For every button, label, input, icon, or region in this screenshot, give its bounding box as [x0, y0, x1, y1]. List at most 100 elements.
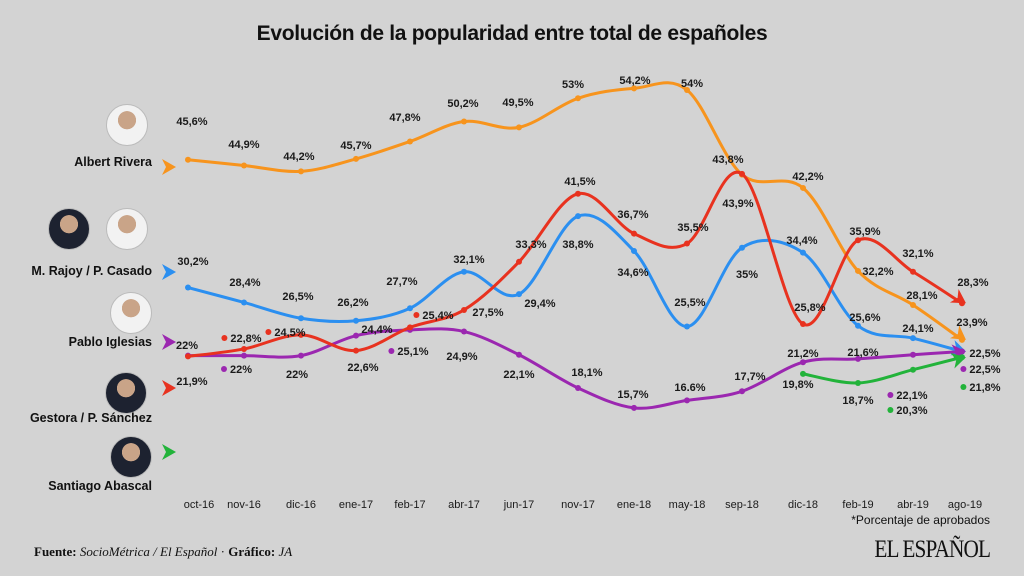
- data-point-pablo-iglesias: [575, 384, 581, 391]
- data-point-albert-rivera: [353, 155, 359, 162]
- legend-rajoy-casado: M. Rajoy / P. Casado: [31, 264, 152, 278]
- label-marker-gestora-p-s-nchez: [265, 329, 272, 335]
- el-espanol-logo: EL ESPAÑOL: [874, 536, 991, 563]
- graphic-label: Gráfico:: [228, 544, 276, 559]
- source-text: SocioMétrica / El Español: [79, 544, 218, 559]
- data-label-pablo-iglesias: 24,4%: [361, 324, 392, 336]
- avatar-santiago-abascal: [110, 436, 152, 478]
- data-point-santiago-abascal: [855, 379, 861, 386]
- legend-arrow-santiago-abascal: [162, 444, 176, 460]
- data-point-m-rajoy-p-casado: [516, 291, 522, 298]
- data-label-gestora-p-s-nchez: 36,7%: [617, 209, 648, 221]
- data-point-albert-rivera: [407, 138, 413, 145]
- data-point-pablo-iglesias: [241, 352, 247, 359]
- data-label-gestora-p-s-nchez: 22,6%: [347, 362, 378, 374]
- x-tick-label: ene-17: [339, 499, 373, 511]
- data-label-pablo-iglesias: 22,1%: [503, 369, 534, 381]
- data-point-pablo-iglesias: [353, 332, 359, 339]
- data-point-albert-rivera: [631, 85, 637, 92]
- series-line-albert-rivera: [186, 81, 964, 342]
- data-point-gestora-p-s-nchez: [298, 331, 304, 338]
- data-point-albert-rivera: [684, 87, 690, 93]
- data-point-albert-rivera: [910, 301, 916, 308]
- avatar-pablo-iglesias: [110, 292, 152, 334]
- data-label-albert-rivera: 23,9%: [956, 317, 987, 329]
- data-label-m-rajoy-p-casado: 34,6%: [617, 267, 648, 279]
- data-label-santiago-abascal: 21,8%: [969, 382, 1000, 394]
- data-point-gestora-p-s-nchez: [739, 170, 745, 177]
- data-label-pablo-iglesias: 22%: [230, 364, 252, 376]
- data-label-albert-rivera: 45,7%: [340, 140, 371, 152]
- x-tick-label: jun-17: [503, 499, 535, 511]
- x-tick-label: ago-19: [948, 499, 982, 511]
- x-tick-label: sep-18: [725, 499, 759, 511]
- data-point-pablo-iglesias: [910, 351, 916, 358]
- data-point-gestora-p-s-nchez: [241, 345, 247, 352]
- data-label-gestora-p-s-nchez: 22,8%: [230, 333, 261, 345]
- data-label-albert-rivera: 47,8%: [389, 112, 420, 124]
- data-label-pablo-iglesias: 25,1%: [397, 346, 428, 358]
- x-tick-label: nov-16: [227, 499, 261, 511]
- legend-pedro-sanchez: Gestora / P. Sánchez: [29, 411, 152, 425]
- data-label-m-rajoy-p-casado: 26,2%: [337, 297, 368, 309]
- data-label-albert-rivera: 54%: [681, 78, 703, 90]
- avatar-rajoy: [48, 208, 90, 250]
- data-point-pablo-iglesias: [461, 328, 467, 335]
- x-tick-label: dic-16: [286, 499, 316, 511]
- data-point-santiago-abascal: [800, 370, 806, 377]
- label-marker-pablo-iglesias: [388, 348, 395, 354]
- data-label-pablo-iglesias: 22,5%: [969, 364, 1000, 376]
- data-point-pablo-iglesias: [800, 359, 806, 366]
- data-label-gestora-p-s-nchez: 41,5%: [564, 176, 595, 188]
- data-point-m-rajoy-p-casado: [461, 268, 467, 275]
- data-label-albert-rivera: 32,2%: [862, 266, 893, 278]
- data-label-gestora-p-s-nchez: 33,3%: [515, 239, 546, 251]
- data-label-albert-rivera: 49,5%: [502, 97, 533, 109]
- data-label-albert-rivera: 54,2%: [619, 75, 650, 87]
- data-point-m-rajoy-p-casado: [241, 299, 247, 306]
- data-label-pablo-iglesias: 21,6%: [847, 347, 878, 359]
- data-point-albert-rivera: [298, 168, 304, 175]
- data-label-m-rajoy-p-casado: 38,8%: [562, 239, 593, 251]
- data-point-gestora-p-s-nchez: [461, 306, 467, 313]
- data-label-pablo-iglesias: 17,7%: [734, 371, 765, 383]
- x-tick-label: feb-19: [842, 499, 873, 511]
- data-label-pablo-iglesias: 22,1%: [896, 390, 927, 402]
- separator: ·: [220, 544, 226, 559]
- data-label-albert-rivera: 53%: [562, 79, 584, 91]
- data-label-albert-rivera: 44,2%: [283, 151, 314, 163]
- chart-note: *Porcentaje de aprobados: [851, 513, 990, 527]
- data-label-gestora-p-s-nchez: 21,9%: [176, 376, 207, 388]
- data-label-m-rajoy-p-casado: 30,2%: [177, 256, 208, 268]
- data-label-albert-rivera: 50,2%: [447, 98, 478, 110]
- data-label-m-rajoy-p-casado: 28,4%: [229, 277, 260, 289]
- data-point-pablo-iglesias: [298, 352, 304, 359]
- data-label-santiago-abascal: 19,8%: [782, 379, 813, 391]
- data-point-albert-rivera: [241, 162, 247, 169]
- data-point-gestora-p-s-nchez: [684, 240, 690, 247]
- legend-albert-rivera: Albert Rivera: [74, 155, 152, 169]
- data-point-pablo-iglesias: [631, 404, 637, 411]
- series-line-gestora-p-s-nchez: [186, 170, 964, 358]
- legend-arrow-pablo-iglesias: [162, 334, 176, 350]
- source-label: Fuente:: [34, 544, 77, 559]
- data-point-gestora-p-s-nchez: [855, 237, 861, 244]
- legend-arrow-albert-rivera: [162, 159, 176, 175]
- data-point-gestora-p-s-nchez: [910, 268, 916, 275]
- data-point-m-rajoy-p-casado: [353, 317, 359, 324]
- data-point-pablo-iglesias: [739, 388, 745, 395]
- label-marker-pablo-iglesias: [960, 366, 967, 372]
- data-label-gestora-p-s-nchez: 27,5%: [472, 307, 503, 319]
- data-point-albert-rivera: [185, 156, 191, 163]
- data-point-m-rajoy-p-casado: [575, 213, 581, 220]
- x-tick-label: abr-17: [448, 499, 480, 511]
- data-point-gestora-p-s-nchez: [516, 258, 522, 265]
- data-point-albert-rivera: [800, 184, 806, 191]
- data-label-pablo-iglesias: 16.6%: [674, 382, 705, 394]
- avatar-albert-rivera: [106, 104, 148, 146]
- series-line-santiago-abascal: [801, 355, 964, 385]
- data-point-albert-rivera: [855, 267, 861, 274]
- avatar-casado: [106, 208, 148, 250]
- data-label-santiago-abascal: 20,3%: [896, 405, 927, 417]
- data-label-m-rajoy-p-casado: 34,4%: [786, 235, 817, 247]
